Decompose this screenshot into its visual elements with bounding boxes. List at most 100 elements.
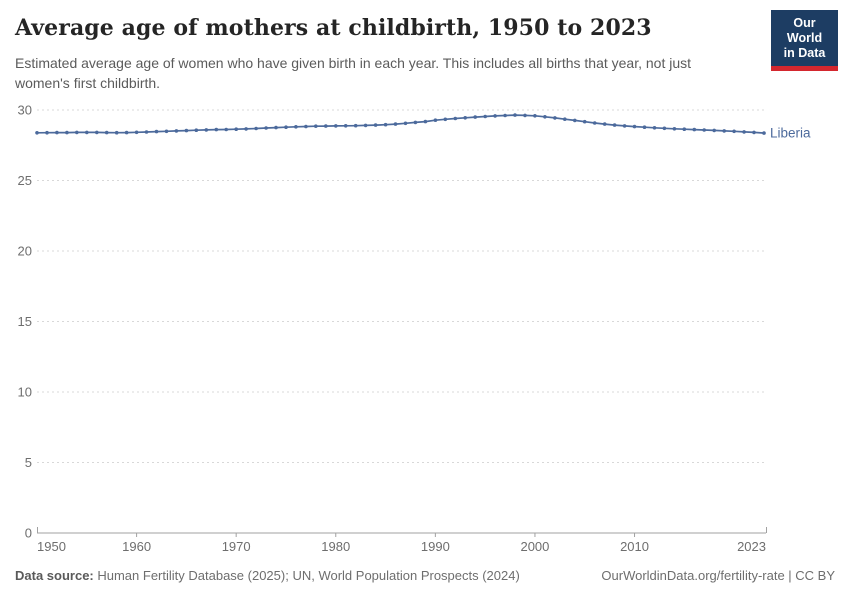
x-tick-label-2023: 2023 bbox=[737, 539, 766, 554]
chart-title: Average age of mothers at childbirth, 19… bbox=[15, 15, 652, 41]
data-point bbox=[35, 131, 39, 135]
data-source-label: Data source: bbox=[15, 568, 94, 583]
data-point bbox=[533, 114, 537, 118]
data-point bbox=[493, 114, 497, 118]
data-point bbox=[75, 130, 79, 135]
data-point bbox=[722, 129, 726, 133]
data-point bbox=[65, 130, 69, 135]
data-point bbox=[592, 121, 597, 125]
data-point bbox=[353, 123, 358, 128]
x-tick-label-1970: 1970 bbox=[222, 539, 251, 554]
data-point bbox=[324, 124, 328, 128]
data-point bbox=[423, 119, 428, 124]
data-point bbox=[413, 120, 418, 125]
x-tick-label-1980: 1980 bbox=[321, 539, 350, 554]
data-point bbox=[124, 130, 129, 135]
x-tick-label-2000: 2000 bbox=[520, 539, 549, 554]
data-point bbox=[453, 116, 458, 121]
data-point bbox=[164, 129, 169, 134]
data-point bbox=[373, 123, 378, 127]
data-point bbox=[274, 125, 278, 130]
data-point bbox=[682, 127, 687, 131]
data-point bbox=[463, 116, 468, 120]
data-point bbox=[343, 124, 348, 128]
x-tick-label-1950: 1950 bbox=[37, 539, 66, 554]
data-point bbox=[742, 130, 746, 134]
y-tick-label-0: 0 bbox=[25, 526, 32, 541]
data-point bbox=[762, 131, 766, 135]
data-point bbox=[702, 128, 706, 132]
data-point bbox=[254, 126, 258, 131]
x-tick-label-1960: 1960 bbox=[122, 539, 151, 554]
chart-subtitle-line2: women's first childbirth. bbox=[15, 75, 161, 91]
data-point bbox=[284, 125, 288, 129]
data-point bbox=[712, 128, 716, 133]
y-tick-label-5: 5 bbox=[25, 455, 32, 470]
data-point bbox=[55, 130, 59, 135]
footer-license-url: OurWorldinData.org/fertility-rate | CC B… bbox=[601, 568, 835, 583]
data-point bbox=[234, 127, 238, 131]
owid-logo-line1: Our World bbox=[786, 16, 823, 45]
y-tick-label-15: 15 bbox=[18, 314, 32, 329]
data-point bbox=[483, 114, 488, 119]
data-point bbox=[622, 124, 627, 128]
data-point bbox=[582, 119, 587, 124]
data-point bbox=[214, 127, 219, 132]
y-tick-label-30: 30 bbox=[18, 103, 32, 118]
y-tick-label-20: 20 bbox=[18, 244, 32, 259]
data-point bbox=[184, 128, 189, 133]
data-point bbox=[652, 126, 657, 130]
data-point bbox=[244, 127, 248, 131]
data-source-text: Human Fertility Database (2025); UN, Wor… bbox=[93, 568, 520, 583]
data-point bbox=[363, 123, 368, 128]
data-point bbox=[304, 124, 308, 129]
chart-subtitle-line1: Estimated average age of women who have … bbox=[15, 55, 692, 71]
data-point bbox=[503, 113, 507, 118]
x-tick-label-2010: 2010 bbox=[620, 539, 649, 554]
data-point bbox=[662, 126, 667, 131]
owid-logo-line2: in Data bbox=[783, 46, 826, 60]
data-point bbox=[672, 127, 677, 131]
data-point bbox=[553, 116, 557, 120]
data-point bbox=[194, 128, 199, 132]
data-point bbox=[473, 115, 478, 119]
data-point bbox=[692, 127, 697, 132]
data-point bbox=[752, 130, 756, 135]
data-point bbox=[144, 130, 149, 134]
data-point bbox=[642, 125, 647, 129]
data-point bbox=[612, 123, 617, 127]
data-point bbox=[294, 125, 298, 129]
data-source-note: Data source: Human Fertility Database (2… bbox=[15, 568, 520, 583]
chart-subtitle: Estimated average age of women who have … bbox=[15, 53, 775, 93]
data-point bbox=[314, 124, 318, 128]
y-tick-label-25: 25 bbox=[18, 173, 32, 188]
data-point bbox=[433, 118, 438, 122]
data-point bbox=[104, 130, 109, 135]
data-point bbox=[204, 128, 209, 132]
data-point bbox=[264, 126, 268, 130]
data-point bbox=[563, 117, 567, 121]
data-point bbox=[114, 130, 119, 135]
data-point bbox=[602, 122, 607, 126]
data-point bbox=[403, 121, 408, 126]
data-point bbox=[632, 124, 637, 129]
owid-logo: Our World in Data bbox=[771, 10, 838, 71]
data-point bbox=[393, 122, 398, 126]
data-point bbox=[85, 130, 89, 135]
data-point bbox=[95, 130, 99, 135]
data-point bbox=[174, 129, 179, 133]
data-point bbox=[154, 129, 159, 134]
chart-footer: Data source: Human Fertility Database (2… bbox=[15, 568, 835, 583]
data-point bbox=[383, 122, 388, 127]
x-tick-label-1990: 1990 bbox=[421, 539, 450, 554]
data-point bbox=[134, 130, 139, 135]
data-point bbox=[224, 127, 228, 132]
data-point bbox=[523, 113, 527, 118]
data-point bbox=[45, 130, 49, 135]
y-tick-label-10: 10 bbox=[18, 385, 32, 400]
data-point bbox=[573, 118, 577, 123]
data-point bbox=[334, 124, 338, 128]
data-point bbox=[543, 115, 547, 119]
